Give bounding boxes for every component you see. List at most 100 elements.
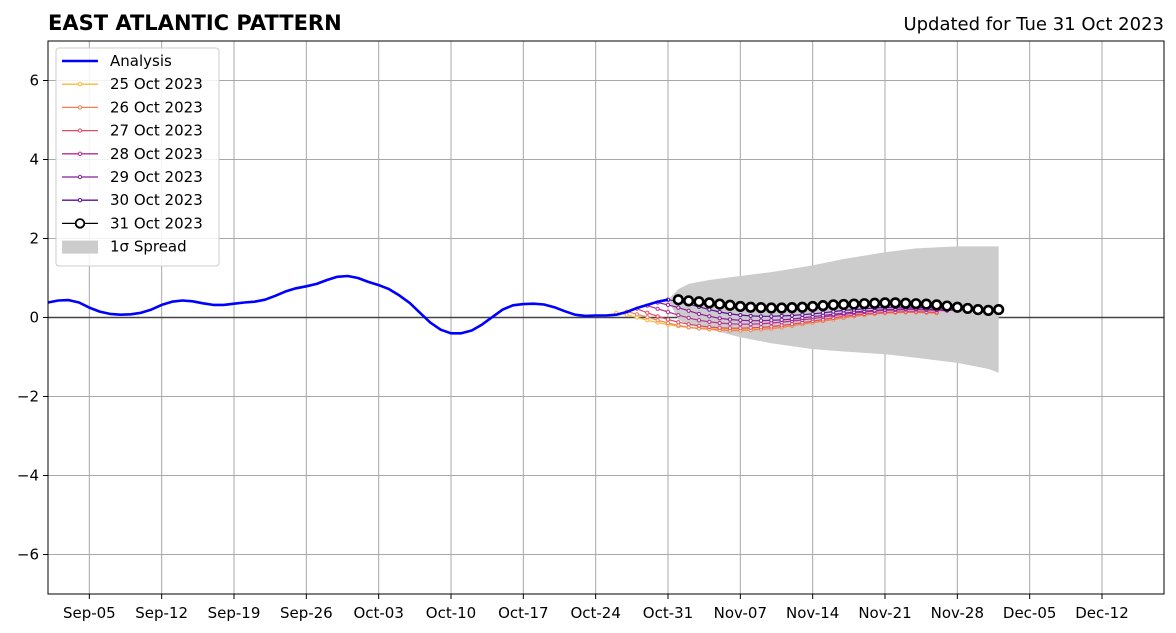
legend-label: 29 Oct 2023 xyxy=(110,168,203,186)
forecast-point xyxy=(972,304,984,316)
forecast-point xyxy=(665,309,671,315)
x-tick-label: Dec-12 xyxy=(1075,604,1129,622)
legend-label: 30 Oct 2023 xyxy=(110,191,203,209)
legend-label: 1σ Spread xyxy=(110,238,187,256)
forecast-point xyxy=(655,306,660,311)
forecast-point xyxy=(807,300,819,313)
forecast-point xyxy=(786,302,798,314)
forecast-point xyxy=(838,298,850,311)
forecast-point xyxy=(745,301,757,313)
forecast-point xyxy=(734,300,746,313)
analysis-line xyxy=(47,274,669,335)
plot-frame xyxy=(47,40,1165,595)
forecast-point xyxy=(758,325,764,330)
forecast-point xyxy=(769,314,774,319)
forecast-point xyxy=(931,299,943,311)
x-tick-label: Oct-03 xyxy=(353,604,403,622)
x-tick-label: Sep-05 xyxy=(63,604,116,622)
forecast-point xyxy=(769,324,774,329)
forecast-point xyxy=(738,313,743,318)
forecast-point xyxy=(748,322,753,327)
chart-title: EAST ATLANTIC PATTERN xyxy=(48,11,342,35)
legend-box xyxy=(55,47,220,267)
y-tick-label: −2 xyxy=(17,388,39,406)
forecast-point xyxy=(717,309,722,315)
forecast-point xyxy=(789,313,795,318)
forecast-point xyxy=(672,294,684,306)
forecast-point xyxy=(686,322,691,327)
y-tick-label: 6 xyxy=(29,72,39,90)
forecast-point xyxy=(800,312,805,317)
forecast-point xyxy=(707,324,712,330)
forecast-point xyxy=(727,311,733,317)
forecast-point xyxy=(683,295,695,307)
forecast-point xyxy=(776,302,788,314)
forecast-point xyxy=(748,318,753,323)
forecast-point xyxy=(665,317,671,322)
forecast-point xyxy=(645,315,650,320)
x-tick-label: Oct-31 xyxy=(643,604,693,622)
forecast-point xyxy=(727,321,733,326)
forecast-point xyxy=(696,323,702,328)
forecast-point xyxy=(758,318,764,323)
x-tick-label: Sep-12 xyxy=(135,604,188,622)
forecast-point xyxy=(676,305,681,310)
legend-label: 27 Oct 2023 xyxy=(110,122,203,140)
forecast-point xyxy=(686,315,691,320)
y-tick-label: 2 xyxy=(29,230,39,248)
forecast-point xyxy=(696,311,702,317)
legend-marker xyxy=(77,174,83,180)
legend-marker xyxy=(77,151,83,157)
x-tick-label: Nov-21 xyxy=(858,604,911,622)
forecast-point xyxy=(769,318,774,323)
legend-label: Analysis xyxy=(110,52,172,70)
chart-subtitle: Updated for Tue 31 Oct 2023 xyxy=(903,14,1164,35)
forecast-point xyxy=(655,314,660,319)
forecast-point xyxy=(858,298,870,310)
legend-marker xyxy=(74,218,86,229)
forecast-point xyxy=(848,298,860,310)
forecast-point xyxy=(910,298,922,310)
forecast-point xyxy=(820,310,826,315)
x-tick-label: Oct-24 xyxy=(570,604,620,622)
forecast-point xyxy=(765,302,777,314)
forecast-point xyxy=(634,312,640,317)
x-tick-label: Sep-19 xyxy=(208,604,261,622)
forecast-point xyxy=(727,317,733,322)
forecast-point xyxy=(796,301,808,313)
forecast-point xyxy=(714,298,726,310)
forecast-point xyxy=(696,318,702,323)
forecast-point xyxy=(982,304,994,316)
series-lines xyxy=(47,274,1005,335)
forecast-point xyxy=(951,301,963,313)
forecast-point xyxy=(755,302,767,314)
axes: Sep-05 Sep-12 Sep-19 Sep-26 Oct-03 Oct-10 Oct-… xyxy=(17,40,1165,622)
legend-label: 26 Oct 2023 xyxy=(110,98,203,116)
x-tick-label: Nov-28 xyxy=(931,604,984,622)
forecast-point xyxy=(748,313,753,319)
forecast-point xyxy=(676,313,681,318)
forecast-point xyxy=(962,302,974,315)
forecast-point xyxy=(779,317,784,322)
legend-label: 28 Oct 2023 xyxy=(110,145,203,163)
forecast-point xyxy=(693,296,705,308)
forecast-point xyxy=(717,316,722,321)
x-tick-label: Nov-14 xyxy=(786,604,839,622)
forecast-point xyxy=(724,299,736,311)
y-tick-label: −6 xyxy=(17,546,39,564)
legend-marker xyxy=(77,82,83,87)
forecast-point xyxy=(789,316,795,322)
forecast-point xyxy=(748,325,753,330)
forecast-point xyxy=(645,310,650,315)
forecast-point xyxy=(941,300,953,312)
forecast-point xyxy=(920,298,932,310)
forecast-point xyxy=(686,308,691,313)
forecast-point xyxy=(738,318,743,323)
forecast-point xyxy=(703,297,715,309)
x-tick-label: Oct-10 xyxy=(426,604,476,622)
forecast-point xyxy=(655,318,660,323)
forecast-point xyxy=(817,300,829,312)
forecast-point xyxy=(869,297,881,309)
